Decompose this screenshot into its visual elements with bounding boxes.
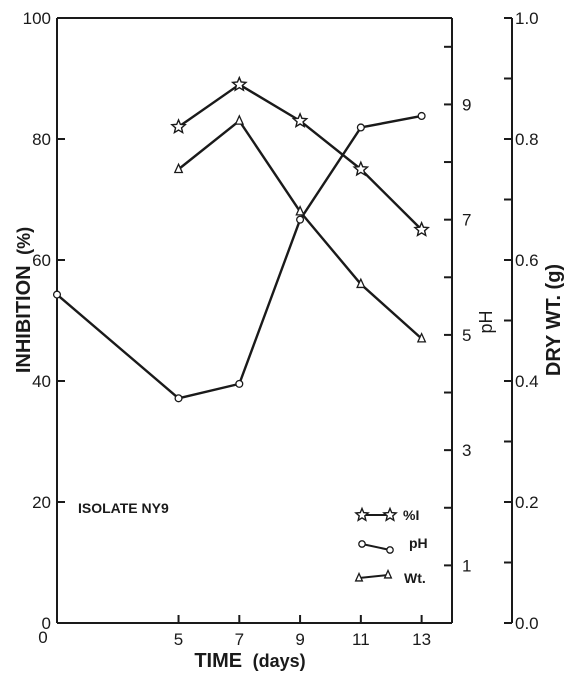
y-left-tick-label: 80	[32, 130, 51, 149]
point-weight	[234, 114, 245, 125]
dry-wt-axis-title: DRY WT. (g)	[543, 264, 565, 376]
isolate-annotation: ISOLATE NY9	[78, 500, 169, 516]
point-inhibition	[170, 118, 187, 135]
point-inhibition	[291, 112, 309, 128]
legend-label-weight: Wt.	[404, 570, 426, 586]
y-left-tick-label: 100	[23, 9, 51, 28]
legend-line-ph	[361, 543, 391, 551]
point-ph	[52, 290, 62, 299]
x-tick-label: 13	[412, 630, 431, 649]
point-weight	[416, 332, 427, 343]
series-line-ph	[56, 114, 422, 400]
tick-marks	[57, 17, 512, 624]
point-ph	[235, 379, 244, 388]
y-left-tick-label: 20	[32, 493, 51, 512]
point-inhibition	[230, 75, 248, 92]
y-axis-title-text: INHIBITION	[13, 265, 35, 373]
legend-label-ph: pH	[409, 535, 428, 551]
legend-triangle-marker	[354, 571, 364, 582]
ph-tick-label: 7	[462, 211, 471, 230]
y-axis-title: INHIBITION (%)	[13, 227, 35, 373]
ph-tick-label: 9	[462, 95, 471, 114]
point-ph	[356, 123, 365, 132]
ph-tick-label: 3	[462, 441, 471, 460]
point-weight	[295, 205, 305, 216]
x-axis-title-text: TIME	[194, 650, 242, 672]
legend-star-shape	[354, 506, 370, 522]
legend-star-marker	[382, 506, 398, 522]
x-tick-label: 5	[174, 630, 183, 649]
y-left-tick-label: 60	[32, 251, 51, 270]
ph-tick-label: 5	[462, 326, 471, 345]
x-axis-title-unit: (days)	[253, 651, 306, 671]
x-tick-label: 7	[235, 630, 244, 649]
dry-wt-tick-label: 0.6	[515, 251, 539, 270]
origin-tick-label: 0	[38, 628, 47, 647]
legend-circle-marker	[386, 546, 394, 554]
dry-wt-tick-label: 0.8	[515, 130, 539, 149]
x-tick-label: 9	[295, 630, 304, 649]
y-left-tick-label: 0	[42, 614, 51, 633]
dry-wt-tick-label: 0.2	[515, 493, 539, 512]
ph-axis-title: pH	[476, 310, 496, 333]
y-left-tick-label: 40	[32, 372, 51, 391]
legend-triangle-shape	[383, 568, 393, 579]
series-markers	[52, 75, 431, 403]
point-ph	[417, 111, 426, 121]
y-axis-title-unit: (%)	[14, 227, 34, 255]
point-inhibition	[413, 220, 431, 237]
x-axis-title: TIME (days)	[194, 650, 305, 672]
ph-tick-label: 1	[462, 556, 471, 575]
point-weight	[173, 162, 184, 174]
point-weight	[356, 277, 366, 289]
legend-triangle-marker	[383, 568, 393, 579]
point-ph	[174, 394, 183, 403]
legend-label-inhibition: %I	[403, 507, 419, 523]
point-inhibition	[352, 160, 370, 177]
point-ph	[296, 215, 305, 224]
legend-triangle-shape	[354, 571, 364, 582]
dry-wt-tick-label: 1.0	[515, 9, 539, 28]
legend-circle-marker	[358, 540, 366, 548]
legend-star-marker	[354, 506, 370, 522]
x-tick-label: 11	[352, 630, 370, 649]
dry-wt-tick-label: 0.4	[515, 372, 539, 391]
legend: %I pH Wt.	[354, 506, 428, 586]
legend-line-weight	[358, 574, 389, 579]
dry-wt-tick-label: 0.0	[515, 614, 539, 633]
legend-star-shape	[382, 506, 398, 522]
